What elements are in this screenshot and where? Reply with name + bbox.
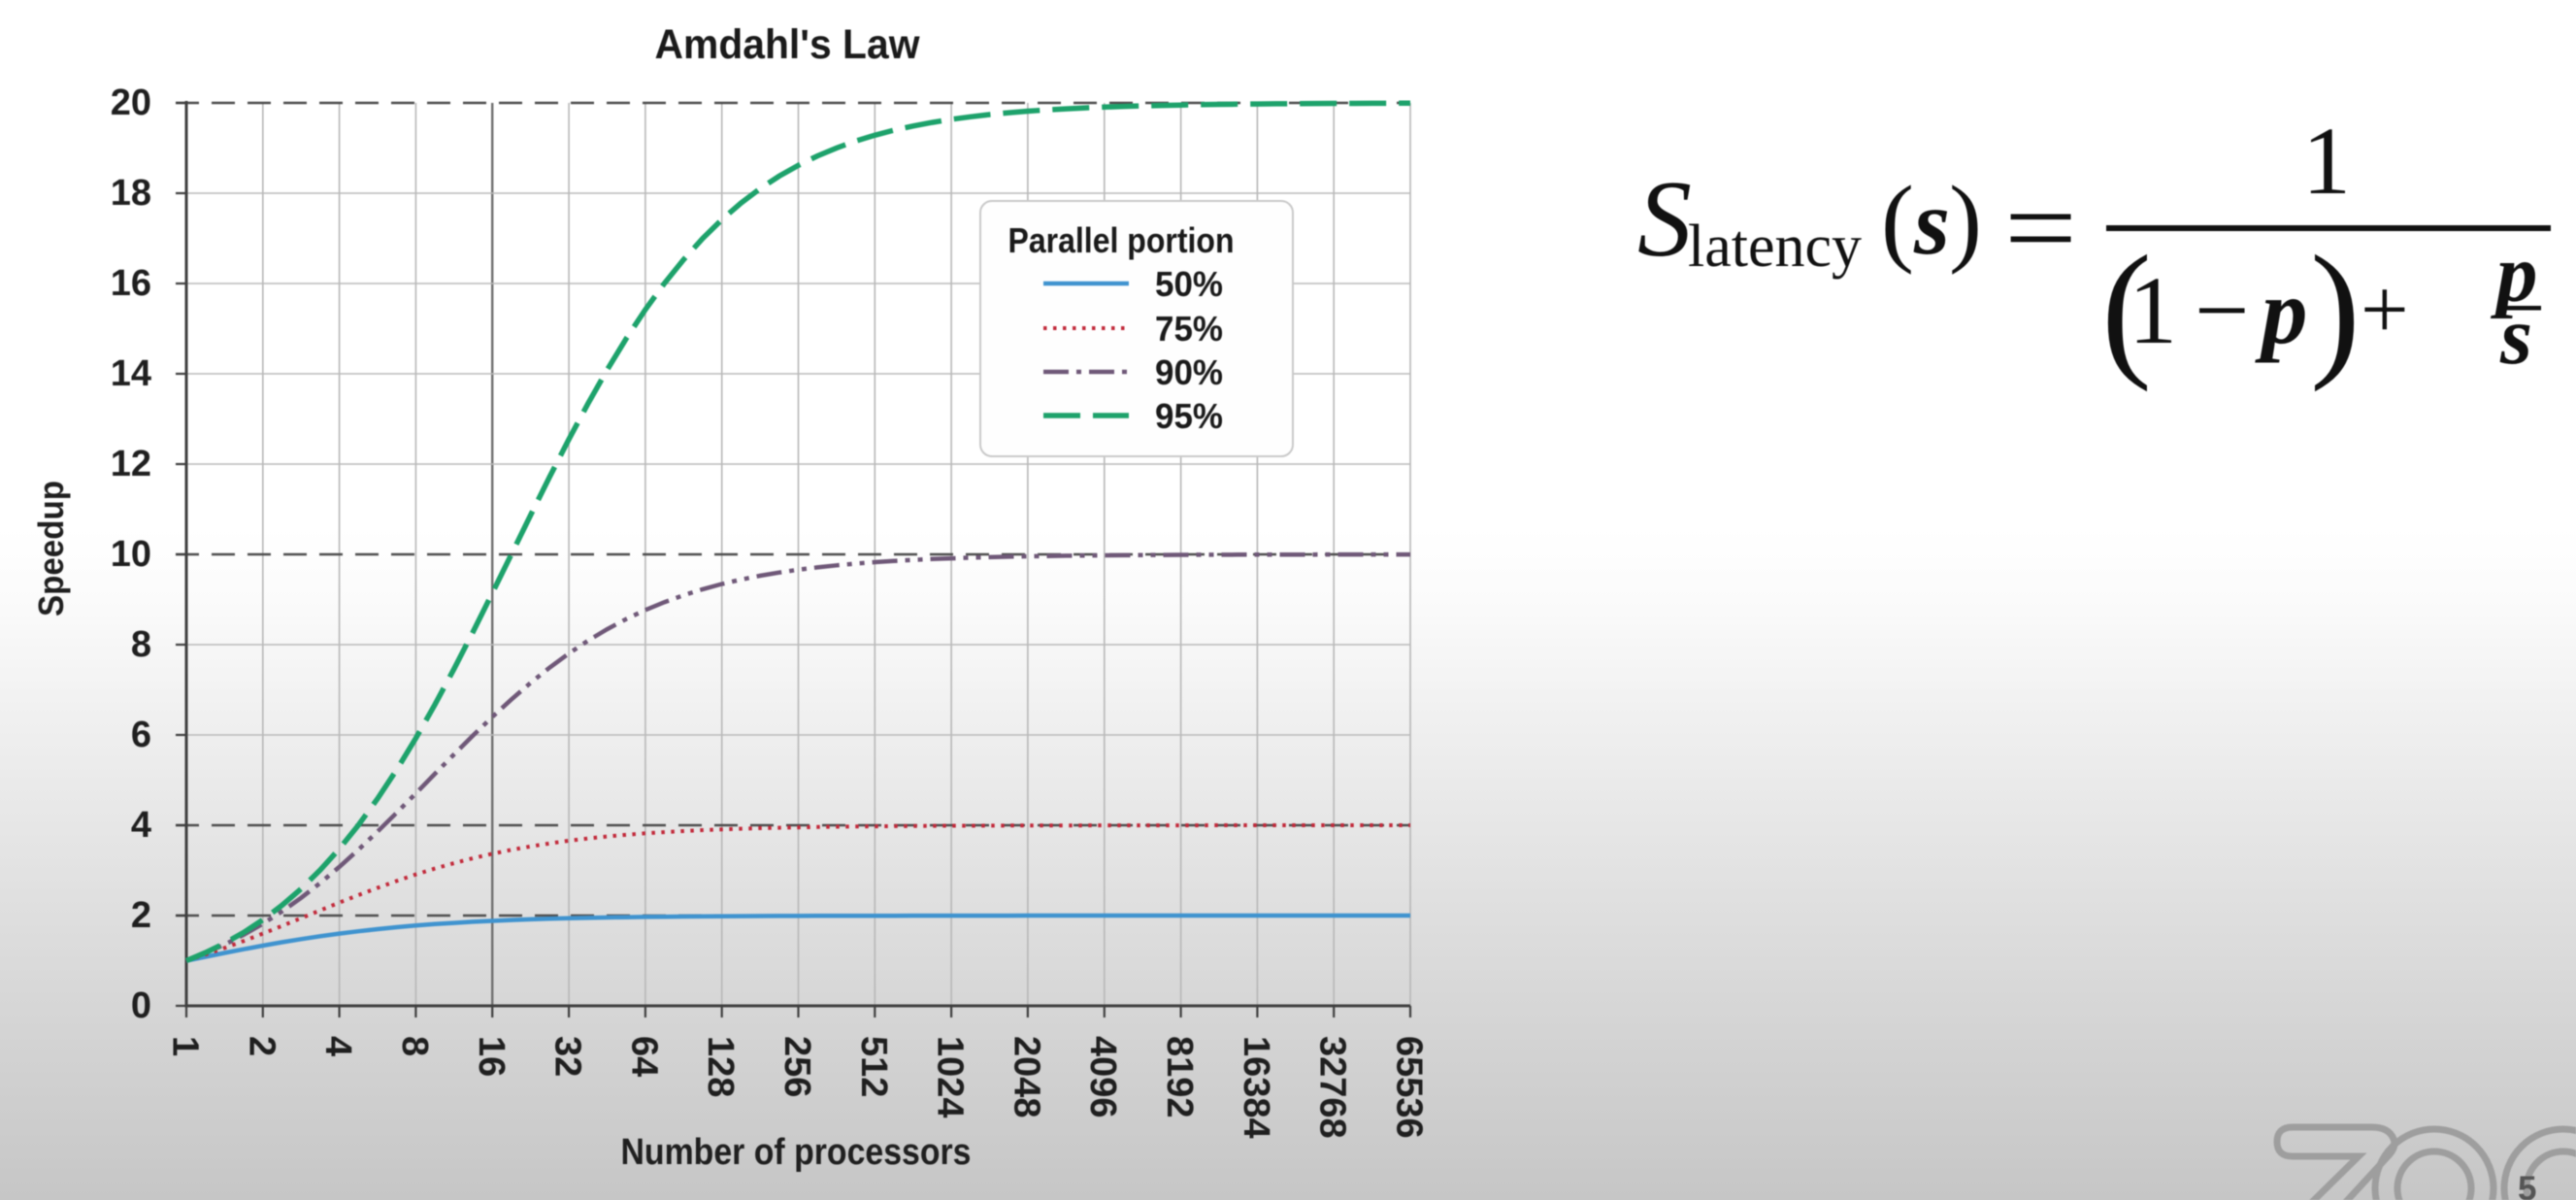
svg-text:1024: 1024: [930, 1036, 971, 1118]
svg-text:latency: latency: [1688, 214, 1862, 280]
svg-text:2: 2: [241, 1036, 281, 1056]
svg-text:Amdahl's Law: Amdahl's Law: [655, 21, 921, 68]
svg-text:14: 14: [111, 353, 151, 394]
svg-text:): ): [1949, 166, 1982, 276]
svg-text:10: 10: [111, 534, 151, 575]
svg-text:16384: 16384: [1236, 1036, 1276, 1139]
svg-text:=: =: [2004, 166, 2077, 289]
svg-text:(: (: [2101, 224, 2152, 392]
svg-text:s: s: [2499, 290, 2532, 382]
svg-text:16: 16: [111, 263, 151, 304]
svg-text:50%: 50%: [1155, 264, 1223, 304]
svg-text:18: 18: [111, 173, 151, 214]
svg-text:1: 1: [2302, 107, 2351, 215]
svg-text:(: (: [1881, 166, 1914, 276]
svg-text:2048: 2048: [1006, 1036, 1046, 1118]
svg-text:128: 128: [700, 1036, 741, 1097]
svg-text:4: 4: [131, 805, 151, 846]
svg-text:Speedup: Speedup: [31, 481, 71, 617]
svg-text:5: 5: [2518, 1170, 2536, 1200]
svg-text:1: 1: [2129, 256, 2177, 364]
svg-text:20: 20: [111, 83, 151, 123]
svg-text:S: S: [1637, 159, 1692, 280]
svg-text:8192: 8192: [1159, 1036, 1200, 1118]
svg-text:Number of processors: Number of processors: [621, 1132, 972, 1173]
svg-text:Parallel portion: Parallel portion: [1008, 220, 1235, 260]
svg-text:p: p: [2490, 228, 2538, 319]
svg-text:s: s: [1913, 171, 1950, 274]
svg-text:1: 1: [165, 1036, 206, 1056]
svg-text:12: 12: [111, 444, 151, 484]
svg-text:−: −: [2195, 256, 2249, 364]
svg-text:64: 64: [623, 1036, 664, 1077]
svg-text:p: p: [2255, 260, 2308, 363]
svg-text:+: +: [2361, 263, 2409, 357]
svg-text:4: 4: [317, 1036, 358, 1056]
svg-text:32: 32: [547, 1036, 588, 1077]
svg-text:32768: 32768: [1312, 1036, 1353, 1139]
svg-text:75%: 75%: [1155, 309, 1223, 349]
svg-text:256: 256: [776, 1036, 817, 1097]
svg-text:0: 0: [131, 985, 151, 1026]
svg-text:): ): [2310, 224, 2361, 392]
svg-text:95%: 95%: [1155, 396, 1223, 436]
svg-text:90%: 90%: [1155, 352, 1223, 392]
svg-text:512: 512: [853, 1036, 894, 1097]
svg-text:65536: 65536: [1389, 1036, 1430, 1139]
svg-text:6: 6: [131, 715, 151, 755]
svg-text:8: 8: [131, 624, 151, 665]
svg-text:2: 2: [131, 895, 151, 936]
svg-text:16: 16: [471, 1036, 512, 1077]
svg-text:8: 8: [394, 1036, 435, 1056]
svg-text:4096: 4096: [1082, 1036, 1123, 1118]
